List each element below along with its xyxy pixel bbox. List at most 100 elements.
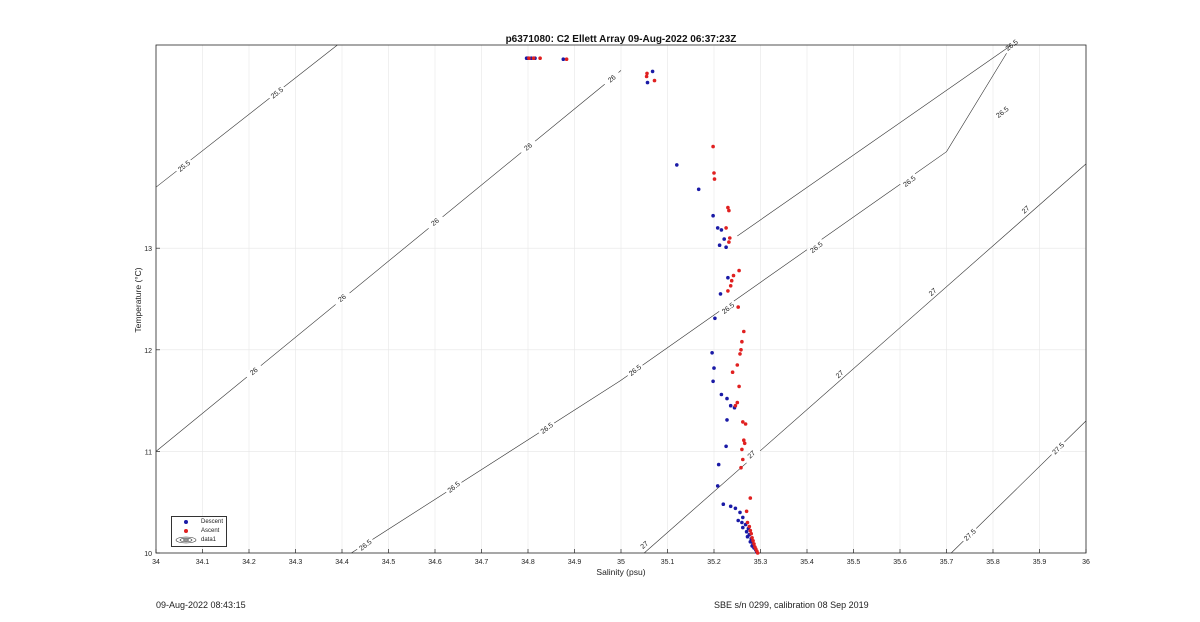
x-tick-label: 35.2 xyxy=(707,559,721,566)
ascent-point xyxy=(724,226,728,230)
descent-point xyxy=(721,502,726,507)
contour-label-bg xyxy=(444,478,464,496)
ascent-point xyxy=(728,284,733,288)
descent-point xyxy=(650,69,655,74)
contour-label-bg xyxy=(1048,439,1068,458)
descent-point xyxy=(741,515,745,520)
contour-label-bg xyxy=(830,365,849,384)
x-axis-ticks: 34 34.1 34.2 34.3 34.4 34.5 34.6 34.7 34.8 34.9 35… xyxy=(152,549,1090,566)
contour-label-bg xyxy=(425,212,445,231)
ascent-point xyxy=(740,447,744,452)
ascent-point xyxy=(737,384,741,389)
ascent-point xyxy=(527,56,531,60)
y-tick-label: 10 xyxy=(144,551,152,558)
x-tick-label: 35.3 xyxy=(754,559,768,566)
ascent-point xyxy=(735,363,740,367)
y-axis-label: Temperature (°C) xyxy=(133,267,143,332)
ascent-point xyxy=(741,457,745,462)
legend-label: data1 xyxy=(201,537,217,543)
legend-label: Descent xyxy=(201,519,224,525)
ascent-point xyxy=(751,539,755,543)
contour-label: 27 xyxy=(835,370,846,380)
x-tick-label: 34.5 xyxy=(382,559,396,566)
x-tick-label: 34 xyxy=(152,559,160,566)
contour-label: 27 xyxy=(640,540,651,550)
descent-point xyxy=(711,213,715,218)
x-tick-label: 34.3 xyxy=(289,559,303,566)
ascent-point xyxy=(739,348,743,352)
ascent-point xyxy=(645,71,649,76)
ascent-point xyxy=(733,403,738,408)
ascent-point xyxy=(736,305,740,309)
descent-point xyxy=(741,525,745,530)
ascent-point xyxy=(744,509,749,514)
ascent-point xyxy=(711,144,715,149)
x-tick-label: 35.6 xyxy=(893,559,907,566)
contour-label-bg xyxy=(1016,200,1035,219)
contour-label-bg xyxy=(174,157,194,175)
contour-label-bg xyxy=(899,172,919,190)
contour-label: 26 xyxy=(523,142,534,152)
ascent-point xyxy=(742,438,746,443)
descent-point xyxy=(716,462,721,467)
contour-label-bg xyxy=(602,69,622,88)
ascent-point xyxy=(730,370,735,375)
ascent-point xyxy=(726,205,730,210)
y-tick-label: 11 xyxy=(145,449,152,456)
contour-label-bg xyxy=(332,289,352,307)
descent-point xyxy=(675,163,679,167)
x-tick-label: 35.1 xyxy=(661,559,675,566)
footer-calibration: SBE s/n 0299, calibration 08 Sep 2019 xyxy=(714,600,869,610)
x-tick-label: 35.9 xyxy=(1033,559,1047,566)
ascent-point xyxy=(748,528,753,533)
footer-timestamp: 09-Aug-2022 08:43:15 xyxy=(156,600,246,610)
x-tick-label: 34.7 xyxy=(475,559,489,566)
descent-point xyxy=(740,520,744,525)
x-tick-label: 36 xyxy=(1082,559,1090,566)
ascent-point xyxy=(727,240,731,244)
ascent-point xyxy=(738,352,742,356)
contour-label-bg xyxy=(992,103,1012,121)
contour-line xyxy=(351,44,1012,554)
legend-label: Ascent xyxy=(201,528,220,534)
descent-point xyxy=(715,484,720,488)
contour-label-bg xyxy=(355,536,375,554)
descent-point xyxy=(724,444,728,449)
descent-point xyxy=(719,392,724,397)
descent-point xyxy=(711,379,715,384)
x-tick-label: 35.5 xyxy=(847,559,861,566)
ascent-point xyxy=(531,56,536,60)
ascent-point xyxy=(737,268,741,273)
contour-label-bg xyxy=(741,445,761,464)
contour-label-bg xyxy=(244,362,264,380)
data-points xyxy=(524,56,760,555)
ascent-point xyxy=(735,400,740,405)
descent-point xyxy=(738,510,742,515)
descent-marker-icon xyxy=(174,518,198,526)
descent-point xyxy=(645,80,650,85)
contour-label: 27 xyxy=(1021,205,1032,215)
ascent-point xyxy=(728,236,732,240)
descent-point xyxy=(719,228,724,232)
y-tick-label: 12 xyxy=(144,348,152,355)
x-tick-label: 35 xyxy=(617,559,625,566)
contour-label-bg xyxy=(625,361,645,379)
x-tick-label: 34.2 xyxy=(242,559,256,566)
descent-point xyxy=(745,534,750,539)
contour-label: 26 xyxy=(430,217,441,227)
ascent-point xyxy=(538,56,542,60)
contour-label: 26 xyxy=(249,367,260,377)
ascent-point xyxy=(652,78,657,83)
x-tick-label: 34.9 xyxy=(568,559,582,566)
ascent-point xyxy=(748,496,753,500)
x-axis-label: Salinity (psu) xyxy=(596,567,645,577)
descent-point xyxy=(722,237,726,241)
contour-label: 26 xyxy=(607,74,618,84)
y-axis-ticks: 10 11 12 13 xyxy=(144,246,160,558)
descent-point xyxy=(713,316,717,321)
contour-label-bg xyxy=(267,84,287,102)
contour-label-bg xyxy=(537,419,557,437)
descent-point xyxy=(725,396,729,401)
descent-point xyxy=(718,292,723,296)
descent-point xyxy=(724,245,728,249)
